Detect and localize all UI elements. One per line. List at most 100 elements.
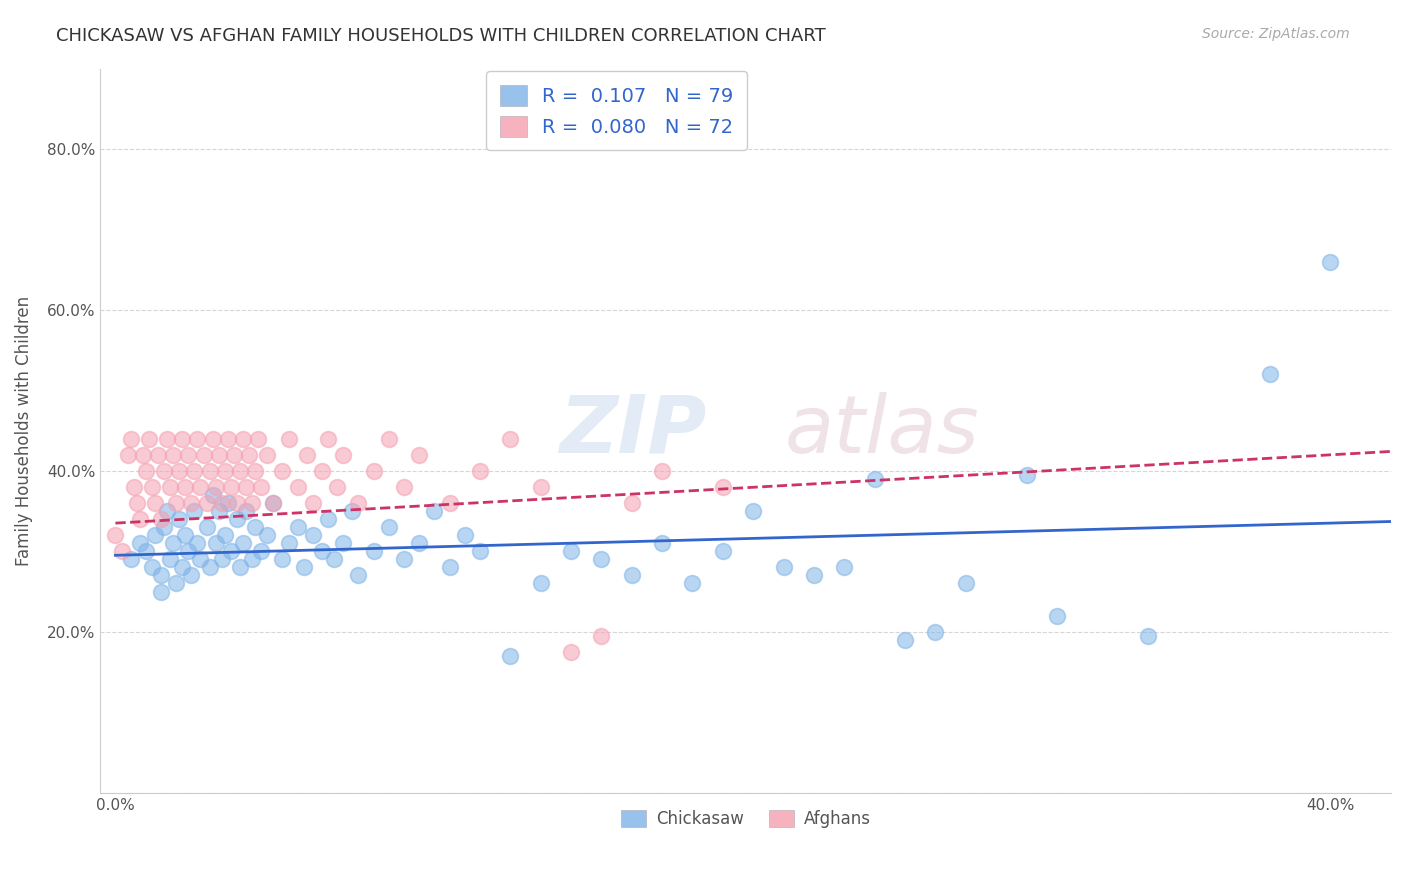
Point (232, 432, 254, 446)
Point (125, 496, 148, 510)
Point (162, 448, 184, 462)
Point (439, 560, 461, 574)
Point (332, 536, 354, 550)
Point (226, 496, 249, 510)
Point (226, 512, 249, 526)
Point (217, 496, 239, 510)
Point (193, 448, 215, 462)
Point (243, 520, 266, 534)
Point (195, 496, 218, 510)
Point (208, 504, 231, 518)
Text: Source: ZipAtlas.com: Source: ZipAtlas.com (1202, 27, 1350, 41)
Point (153, 464, 176, 478)
Point (156, 504, 179, 518)
Point (256, 448, 278, 462)
Point (143, 496, 166, 510)
Point (803, 568, 825, 582)
Point (183, 504, 205, 518)
Point (408, 536, 430, 550)
Point (302, 528, 325, 542)
Point (423, 504, 446, 518)
Point (620, 496, 643, 510)
Point (742, 504, 765, 518)
Point (159, 480, 181, 494)
Point (363, 464, 385, 478)
Point (186, 536, 208, 550)
Point (262, 496, 284, 510)
Point (208, 448, 231, 462)
Point (183, 464, 205, 478)
Point (165, 496, 187, 510)
Point (468, 464, 491, 478)
Point (238, 448, 260, 462)
Point (128, 536, 150, 550)
Point (150, 568, 173, 582)
Point (682, 576, 704, 591)
Point (250, 480, 273, 494)
Point (247, 432, 270, 446)
Point (143, 528, 166, 542)
Point (347, 568, 370, 582)
Point (235, 504, 257, 518)
Point (591, 552, 613, 566)
Point (560, 544, 582, 558)
Point (128, 512, 150, 526)
Point (232, 536, 254, 550)
Point (156, 432, 179, 446)
Point (271, 552, 294, 566)
Point (262, 496, 284, 510)
Point (711, 480, 734, 494)
Point (162, 536, 184, 550)
Point (316, 432, 339, 446)
Point (1015, 467, 1038, 482)
Point (1258, 368, 1281, 382)
Point (104, 528, 127, 542)
Point (408, 448, 430, 462)
Legend: Chickasaw, Afghans: Chickasaw, Afghans (614, 804, 877, 835)
Point (167, 512, 190, 526)
Point (117, 448, 139, 462)
Point (332, 448, 354, 462)
Point (499, 432, 522, 446)
Point (243, 464, 266, 478)
Point (235, 480, 257, 494)
Point (120, 552, 142, 566)
Point (287, 520, 309, 534)
Point (277, 432, 299, 446)
Point (271, 464, 294, 478)
Text: atlas: atlas (785, 392, 979, 469)
Point (323, 552, 346, 566)
Point (195, 520, 218, 534)
Point (651, 464, 673, 478)
Point (198, 560, 221, 574)
Point (894, 632, 917, 647)
Point (211, 496, 233, 510)
Point (651, 536, 673, 550)
Point (277, 536, 299, 550)
Point (229, 464, 252, 478)
Point (135, 464, 157, 478)
Point (132, 448, 155, 462)
Point (392, 480, 415, 494)
Point (530, 480, 553, 494)
Point (287, 480, 309, 494)
Point (174, 480, 197, 494)
Point (214, 528, 236, 542)
Point (214, 464, 236, 478)
Point (141, 480, 163, 494)
Point (219, 544, 242, 558)
Point (167, 464, 190, 478)
Point (347, 496, 370, 510)
Point (190, 552, 212, 566)
Point (153, 520, 176, 534)
Point (363, 544, 385, 558)
Point (326, 480, 349, 494)
Point (135, 544, 157, 558)
Point (316, 512, 339, 526)
Point (240, 496, 263, 510)
Point (204, 480, 226, 494)
Text: CHICKASAW VS AFGHAN FAMILY HOUSEHOLDS WITH CHILDREN CORRELATION CHART: CHICKASAW VS AFGHAN FAMILY HOUSEHOLDS WI… (56, 27, 825, 45)
Point (146, 448, 169, 462)
Point (468, 544, 491, 558)
Point (530, 576, 553, 591)
